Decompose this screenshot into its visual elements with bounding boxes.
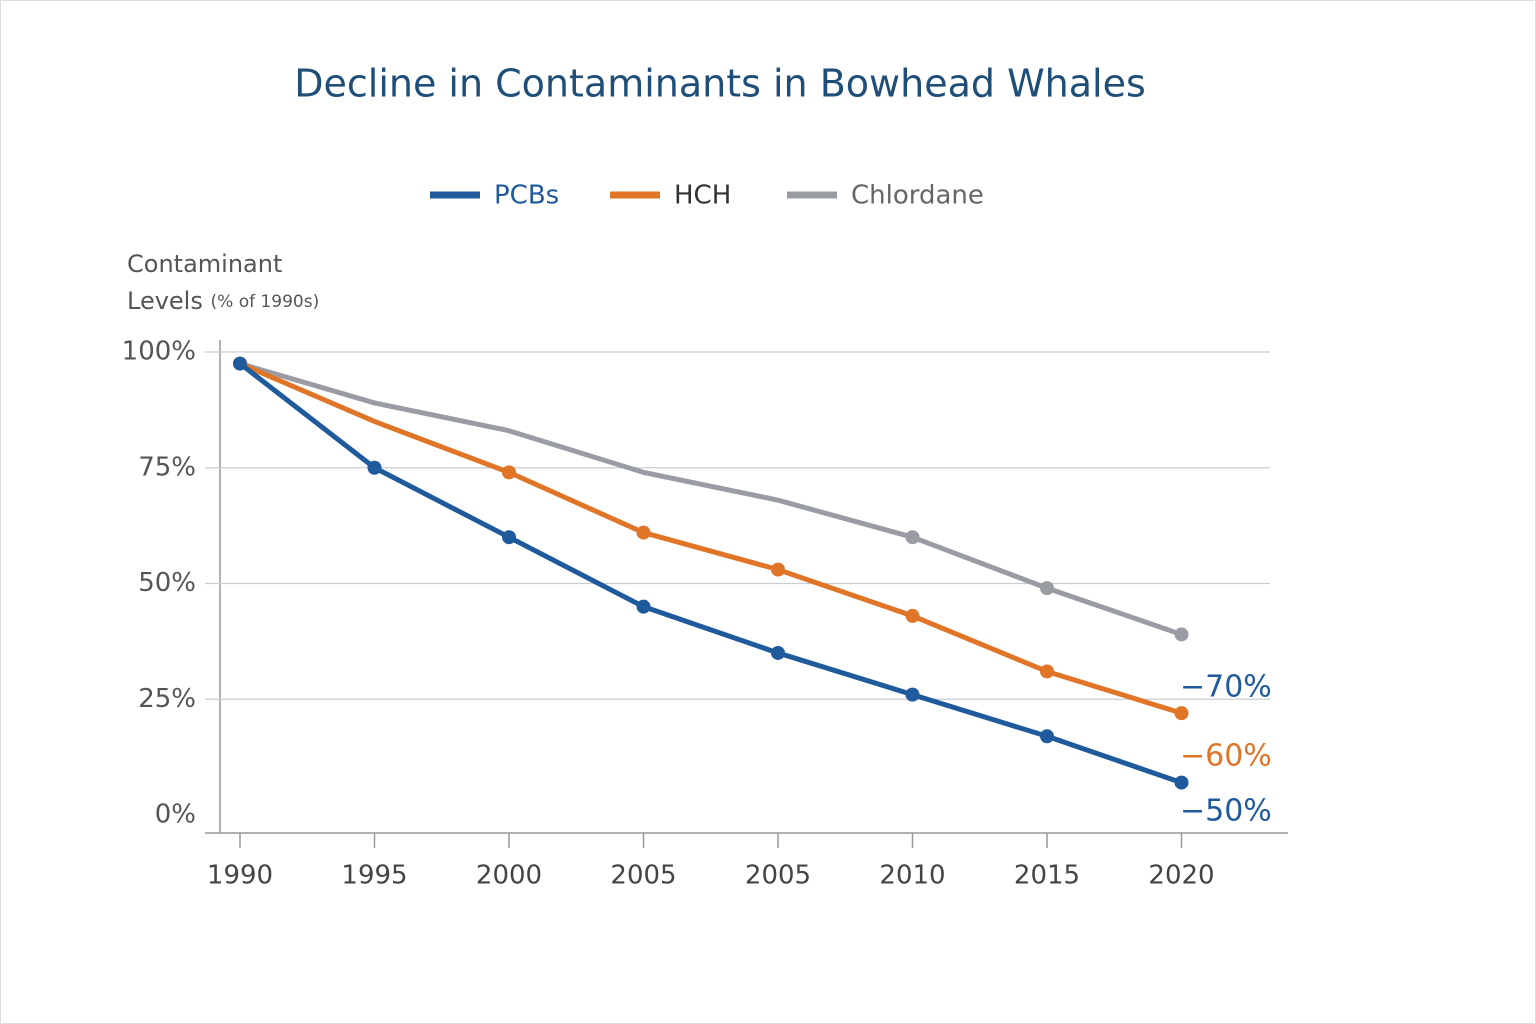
data-point (502, 530, 516, 545)
annotation: −50% (1180, 794, 1272, 829)
legend-label: PCBs (494, 181, 559, 211)
x-tick-label: 2015 (1014, 861, 1080, 891)
legend-label: HCH (674, 181, 731, 211)
data-point (905, 687, 920, 702)
series-line (238, 361, 1183, 785)
data-point (636, 599, 651, 614)
y-axis-label-line: Levels (127, 287, 203, 315)
y-tick-label: 75% (138, 452, 196, 482)
data-point (502, 465, 516, 480)
y-tick-label: 50% (138, 568, 196, 598)
y-tick-label: 25% (138, 684, 196, 714)
series-line (239, 361, 1183, 637)
data-point (1040, 581, 1054, 596)
data-point (367, 460, 382, 475)
data-point (233, 356, 247, 371)
annotation: −60% (1180, 739, 1272, 774)
x-tick-label: 2010 (879, 861, 945, 891)
series-line (239, 361, 1183, 716)
legend-label: Chlordane (851, 181, 984, 211)
data-point (1040, 729, 1054, 744)
data-point (1174, 706, 1189, 721)
y-tick-label: 0% (155, 800, 196, 830)
x-tick-label: 1990 (207, 861, 273, 891)
y-axis-label: Levels (% of 1990s) (127, 287, 319, 315)
annotation: −70% (1180, 670, 1272, 705)
data-point (636, 525, 651, 540)
y-axis-label-note: (% of 1990s) (211, 292, 320, 312)
data-point (1174, 775, 1189, 790)
data-point (771, 562, 785, 577)
data-point (1040, 664, 1054, 679)
data-point (905, 608, 920, 623)
x-tick-label: 1995 (341, 861, 407, 891)
x-tick-label: 2005 (610, 861, 676, 891)
x-tick-label: 2000 (476, 861, 542, 891)
data-point (905, 530, 920, 545)
y-axis-label: Contaminant (127, 250, 282, 278)
y-tick-label: 100% (122, 337, 196, 367)
data-point (771, 645, 785, 660)
chart-title: Decline in Contaminants in Bowhead Whale… (294, 62, 1146, 106)
x-tick-label: 2005 (745, 861, 811, 891)
data-point (1174, 627, 1189, 642)
x-tick-label: 2020 (1148, 861, 1214, 891)
